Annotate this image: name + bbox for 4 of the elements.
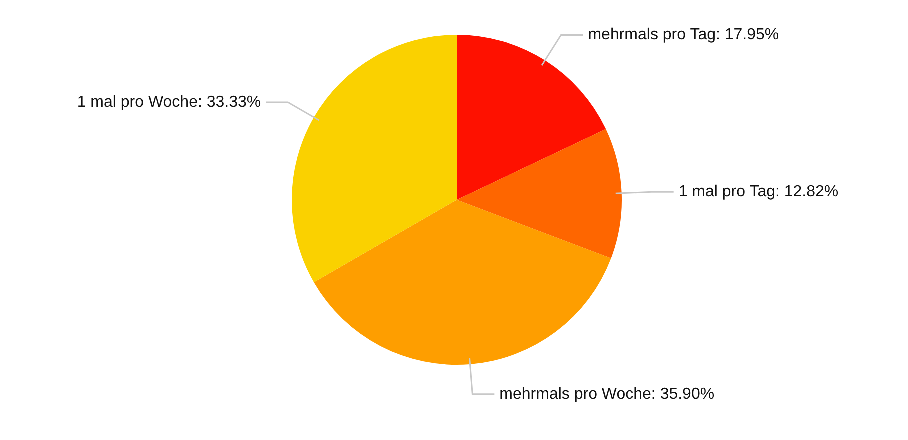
slice-label: 1 mal pro Woche: 33.33%	[77, 94, 262, 111]
slice-label: mehrmals pro Tag: 17.95%	[588, 26, 780, 44]
slice-label: mehrmals pro Woche: 35.90%	[500, 386, 715, 403]
slice-label: 1 mal pro Tag: 12.82%	[678, 184, 839, 201]
